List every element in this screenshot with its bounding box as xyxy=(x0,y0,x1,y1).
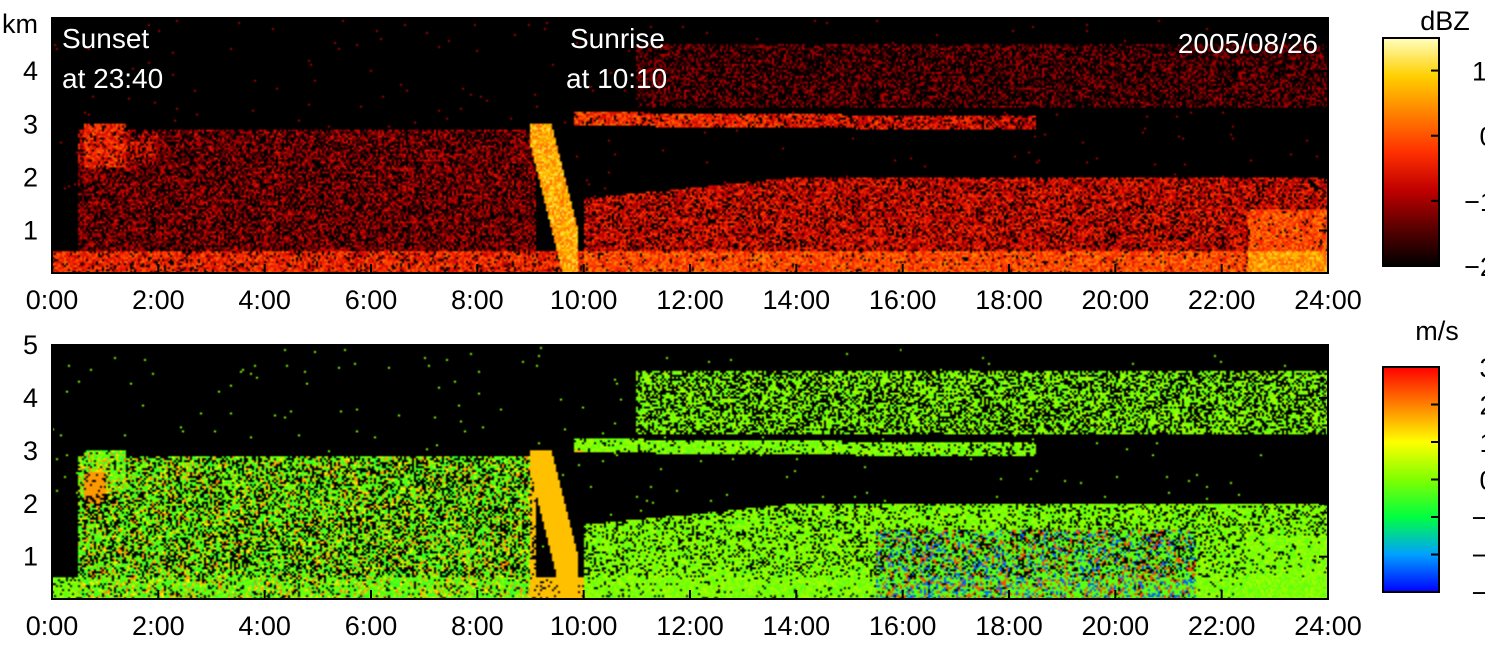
colorbar-tick-label: −1 xyxy=(1472,503,1485,533)
y-tick-label: 2 xyxy=(23,489,38,519)
y-tick-label: 5 xyxy=(23,330,38,360)
x-tick-label: 6:00 xyxy=(345,285,398,315)
x-tick-label: 16:00 xyxy=(869,611,937,641)
x-tick-label: 18:00 xyxy=(975,611,1043,641)
velocity-axes: 0:00 2:00 4:00 6:00 8:00 10:00 12:00 14:00 16:00… xyxy=(23,330,1362,641)
x-tick-label: 4:00 xyxy=(238,285,291,315)
y-tick-label: 3 xyxy=(23,436,38,466)
colorbar-unit-dbz: dBZ xyxy=(1420,6,1470,36)
velocity-panel: 0:00 2:00 4:00 6:00 8:00 10:00 12:00 14:00 16:00… xyxy=(23,330,1362,641)
reflectivity-colorbar: dBZ 10 0 −10 −20 xyxy=(1382,6,1485,282)
colorbar-tick-label: −3 xyxy=(1472,578,1485,608)
x-tick-label: 8:00 xyxy=(451,285,504,315)
x-tick-label: 12:00 xyxy=(656,285,724,315)
y-tick-label: 1 xyxy=(23,216,38,246)
x-tick-label: 14:00 xyxy=(763,611,831,641)
y-tick-label: 4 xyxy=(23,383,38,413)
sunrise-label-line1: Sunrise xyxy=(570,23,665,54)
sunset-label-line2: at 23:40 xyxy=(62,63,163,94)
x-tick-label: 6:00 xyxy=(345,611,398,641)
colorbar-ms-ticks: 3 2 1 0 −1 −2 −3 xyxy=(1431,353,1485,608)
x-tick-label: 22:00 xyxy=(1188,611,1256,641)
x-tick-label: 2:00 xyxy=(132,285,185,315)
colorbar-tick-label: 2 xyxy=(1479,391,1485,421)
reflectivity-axes: 0:00 2:00 4:00 6:00 8:00 10:00 12:00 14:00 16:00… xyxy=(23,18,1362,315)
x-tick-label: 16:00 xyxy=(869,285,937,315)
colorbar-tick-label: 0 xyxy=(1479,122,1485,152)
x-tick-label: 24:00 xyxy=(1294,285,1362,315)
x-tick-label: 20:00 xyxy=(1082,611,1150,641)
x-tick-label: 0:00 xyxy=(26,285,79,315)
colorbar-tick-label: −10 xyxy=(1464,187,1485,217)
x-tick-label: 18:00 xyxy=(975,285,1043,315)
x-tick-label: 14:00 xyxy=(763,285,831,315)
velocity-colorbar: m/s 3 2 1 0 −1 −2 −3 xyxy=(1382,316,1485,608)
colorbar-tick-label: 0 xyxy=(1479,466,1485,496)
colorbar-tick-label: −2 xyxy=(1472,541,1485,571)
reflectivity-panel: 0:00 2:00 4:00 6:00 8:00 10:00 12:00 14:00 16:00… xyxy=(2,9,1362,315)
colorbar-tick-label: 3 xyxy=(1479,353,1485,383)
x-tick-label: 10:00 xyxy=(550,285,618,315)
reflectivity-heatmap xyxy=(52,18,1328,273)
colorbar-tick-label: 1 xyxy=(1479,428,1485,458)
colorbar-unit-ms: m/s xyxy=(1415,316,1459,346)
y-tick-label: 2 xyxy=(23,162,38,192)
x-tick-label: 0:00 xyxy=(26,611,79,641)
x-tick-label: 20:00 xyxy=(1082,285,1150,315)
x-tick-label: 2:00 xyxy=(132,611,185,641)
x-tick-label: 22:00 xyxy=(1188,285,1256,315)
date-label: 2005/08/26 xyxy=(1178,28,1318,59)
y-tick-label: 1 xyxy=(23,542,38,572)
velocity-heatmap xyxy=(52,345,1328,599)
colorbar-tick-label: 10 xyxy=(1472,57,1485,87)
colorbar-ms-gradient xyxy=(1382,366,1440,593)
sunrise-label-line2: at 10:10 xyxy=(566,63,667,94)
sunset-label-line1: Sunset xyxy=(62,23,149,54)
x-tick-label: 8:00 xyxy=(451,611,504,641)
colorbar-tick-label: −20 xyxy=(1464,252,1485,282)
x-tick-label: 12:00 xyxy=(656,611,724,641)
y-tick-label: 3 xyxy=(23,109,38,139)
y-axis-unit-label: km xyxy=(2,9,38,39)
x-tick-label: 4:00 xyxy=(238,611,291,641)
x-tick-label: 24:00 xyxy=(1294,611,1362,641)
colorbar-dbz-gradient xyxy=(1382,37,1440,267)
y-tick-label: 4 xyxy=(23,56,38,86)
colorbar-dbz-ticks: 10 0 −10 −20 xyxy=(1431,57,1485,282)
x-tick-label: 10:00 xyxy=(550,611,618,641)
